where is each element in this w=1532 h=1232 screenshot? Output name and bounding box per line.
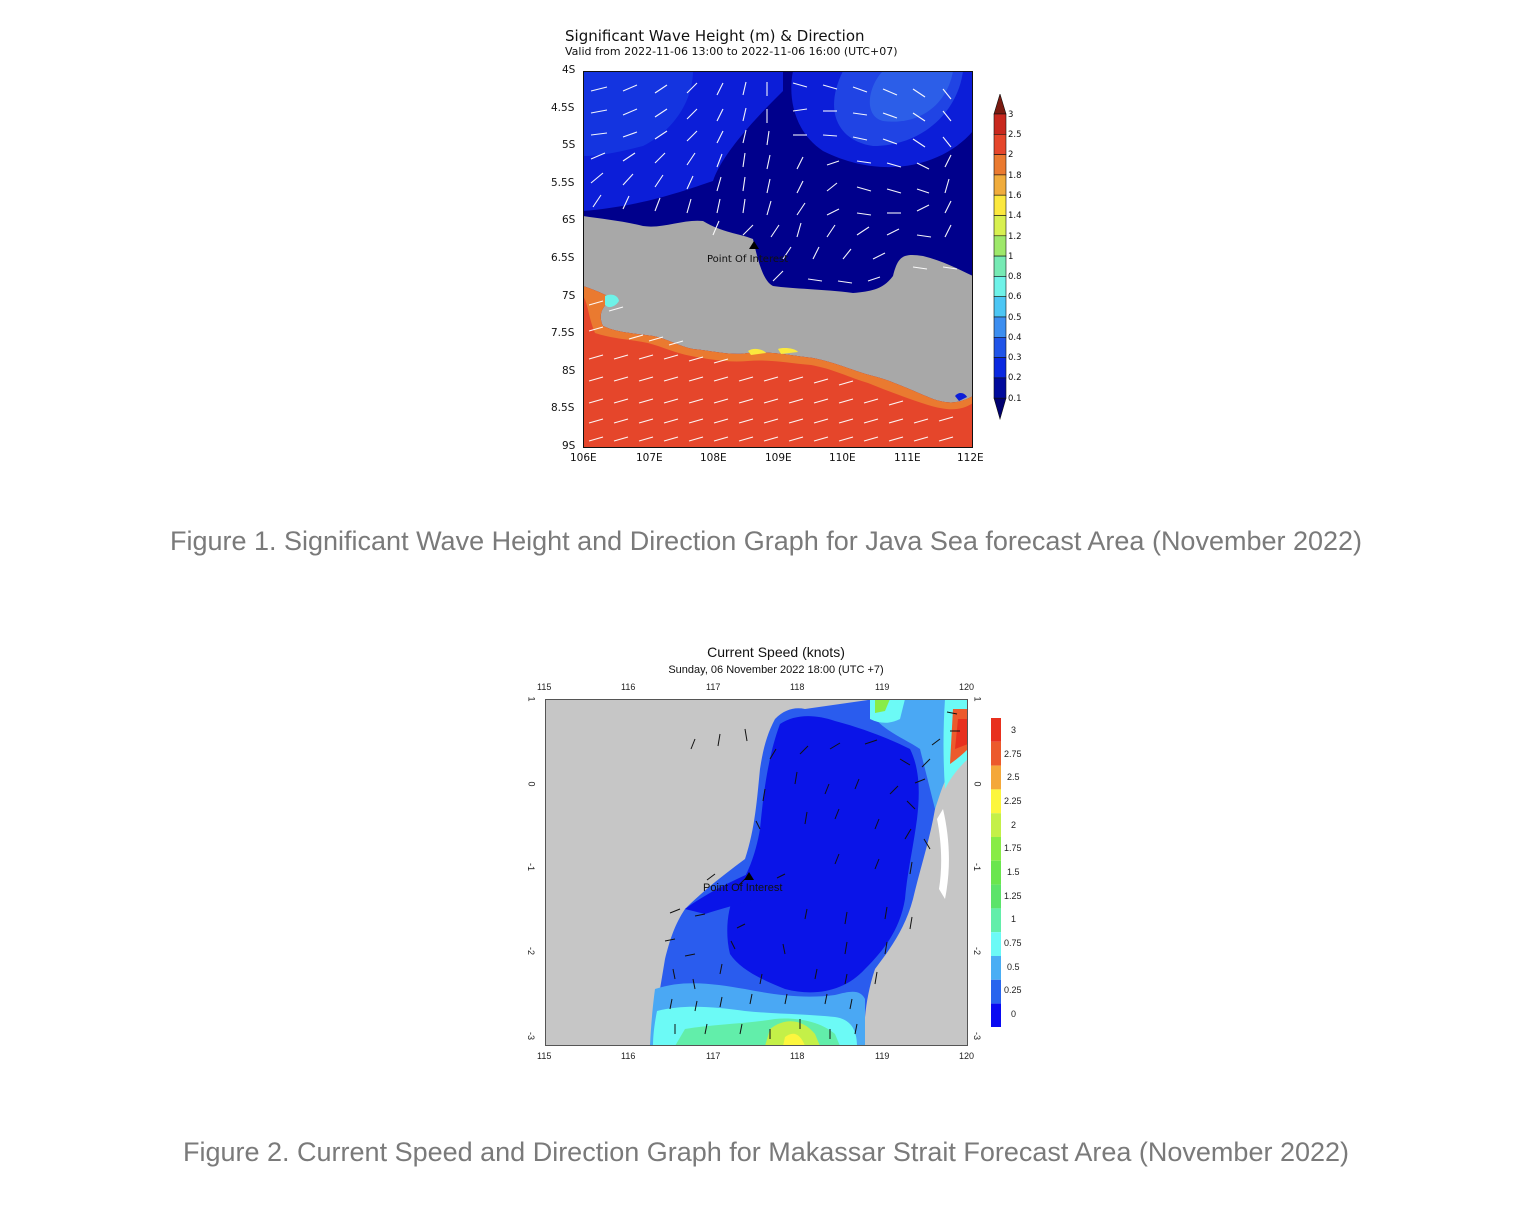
fig1-ytick: 8S [562,365,576,377]
figure2-title: Current Speed (knots) [707,644,845,660]
fig2-cbar-label: 1.75 [1004,843,1022,853]
fig1-cbar-label: 0.4 [1008,333,1022,343]
fig2-xtick-top: 118 [790,682,805,692]
fig1-ytick: 4S [562,64,576,76]
fig2-xtick-bottom: 116 [621,1051,636,1061]
fig1-cbar-label: 0.5 [1008,313,1022,323]
fig2-xtick-bottom: 120 [959,1051,975,1061]
figure1-map [583,71,973,448]
fig2-cbar-label: 2.25 [1004,796,1022,806]
fig1-cbar-label: 0.1 [1008,394,1022,404]
fig2-xtick-bottom: 117 [706,1051,721,1061]
fig1-cbar-label: 1.8 [1008,171,1022,181]
fig1-ytick: 8.5S [551,402,575,414]
figure2-colorbar [991,718,1001,1027]
fig2-ytick-right: -3 [972,1031,983,1041]
fig1-cbar-label: 2 [1008,150,1014,160]
fig2-cbar-label: 0.25 [1004,985,1022,995]
fig1-ytick: 5S [562,139,576,151]
figure2-caption: Figure 2. Current Speed and Direction Gr… [182,1137,1350,1167]
fig1-cbar-label: 1.2 [1008,232,1022,242]
fig2-xtick-bottom: 115 [537,1051,552,1061]
fig2-xtick-top: 119 [875,682,890,692]
fig2-ytick-left: -3 [526,1031,537,1041]
fig2-cbar-label: 0.75 [1004,938,1022,948]
fig1-cbar-label: 3 [1008,110,1014,120]
fig2-xtick-bottom: 119 [875,1051,890,1061]
fig1-xtick: 112E [957,452,984,464]
fig1-ytick: 6.5S [551,252,575,264]
fig1-xtick: 109E [765,452,792,464]
fig1-xtick: 110E [829,452,856,464]
fig2-cbar-label: 3 [1011,725,1017,735]
figure2-poi-label: Point Of Interest [703,882,783,894]
fig1-ytick: 4.5S [551,102,575,114]
fig1-ytick: 7S [562,290,576,302]
fig1-cbar-label: 0.8 [1008,272,1022,282]
fig1-cbar-label: 0.2 [1008,373,1022,383]
fig2-cbar-label: 1.25 [1004,891,1022,901]
figure2-subtitle: Sunday, 06 November 2022 18:00 (UTC +7) [668,664,884,676]
fig2-ytick-right: -2 [972,946,983,956]
fig2-cbar-label: 0 [1011,1009,1017,1019]
poi-marker-icon [749,241,759,249]
fig1-cbar-label: 1.6 [1008,191,1022,201]
fig1-xtick: 108E [700,452,727,464]
fig2-ytick-left: -1 [526,862,537,872]
fig2-cbar-label: 2.5 [1007,772,1020,782]
poi-marker-icon [744,872,754,880]
fig2-cbar-label: 0.5 [1007,962,1020,972]
figure1-subtitle: Valid from 2022-11-06 13:00 to 2022-11-0… [565,45,898,58]
fig1-cbar-label: 1 [1008,252,1014,262]
figure1-title: Significant Wave Height (m) & Direction [565,27,865,45]
fig1-xtick: 107E [636,452,663,464]
fig1-ytick: 5.5S [551,177,575,189]
fig2-ytick-left: 0 [526,781,537,787]
fig1-xtick: 106E [570,452,597,464]
figure2-map [545,699,968,1046]
fig2-ytick-right: -1 [972,862,983,872]
figure1-poi-label: Point Of Interest [707,254,789,265]
fig2-ytick-right: 1 [972,696,983,702]
fig1-cbar-label: 0.3 [1008,353,1022,363]
fig1-ytick: 6S [562,214,576,226]
fig2-xtick-top: 120 [959,682,975,692]
fig1-cbar-label: 2.5 [1008,130,1022,140]
figure1-colorbar [993,94,1007,420]
fig2-xtick-bottom: 118 [790,1051,805,1061]
fig1-ytick: 9S [562,440,576,452]
fig1-xtick: 111E [894,452,921,464]
fig2-cbar-label: 1 [1011,914,1017,924]
fig2-xtick-top: 116 [621,682,636,692]
fig2-ytick-right: 0 [972,781,983,787]
fig2-xtick-top: 115 [537,682,552,692]
fig1-cbar-label: 1.4 [1008,211,1022,221]
fig1-ytick: 7.5S [551,327,575,339]
fig2-ytick-left: -2 [526,946,537,956]
fig2-ytick-left: 1 [526,696,537,702]
fig2-cbar-label: 2.75 [1004,749,1022,759]
fig1-cbar-label: 0.6 [1008,292,1022,302]
fig2-xtick-top: 117 [706,682,721,692]
figure1-caption: Figure 1. Significant Wave Height and Di… [169,526,1363,556]
fig2-cbar-label: 2 [1011,820,1017,830]
fig2-cbar-label: 1.5 [1007,867,1020,877]
